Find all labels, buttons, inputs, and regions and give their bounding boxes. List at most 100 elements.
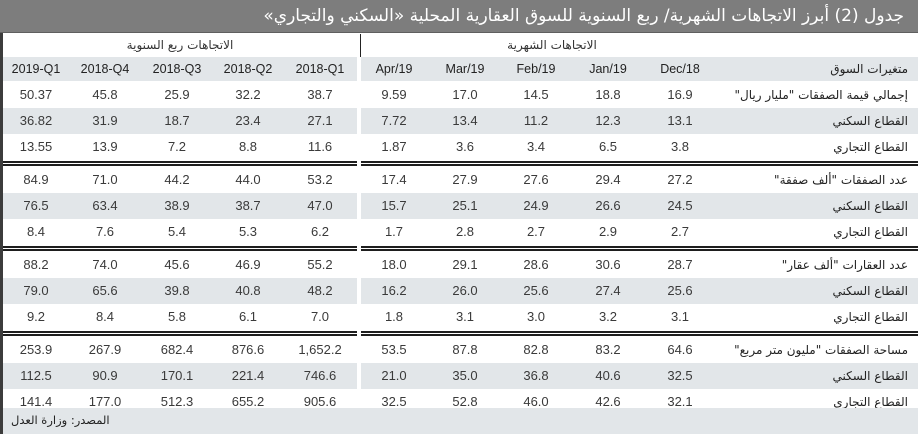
column-header-quarter: 2018-Q4: [80, 62, 130, 76]
column-header-label: متغيرات السوق: [830, 62, 908, 76]
cell-quarterly: 5.3: [238, 224, 258, 239]
cell-quarterly: 32.2: [235, 87, 261, 102]
cell-monthly: 13.1: [667, 113, 693, 128]
cell-quarterly: 39.8: [164, 283, 190, 298]
rule-line: [361, 249, 918, 251]
cell-quarterly: 8.8: [238, 139, 258, 154]
row-bg-monthly: [361, 278, 918, 304]
cell-monthly: 28.7: [667, 257, 693, 272]
row-label: مساحة الصفقات "مليون متر مربع": [734, 343, 908, 357]
column-header-month: Feb/19: [516, 62, 556, 76]
cell-quarterly: 112.5: [20, 368, 52, 383]
cell-quarterly: 55.2: [307, 257, 333, 272]
row-bg-quarterly: [3, 57, 357, 81]
cell-monthly: 35.0: [452, 368, 478, 383]
cell-quarterly: 1,652.2: [298, 342, 342, 357]
cell-monthly: 53.5: [381, 342, 407, 357]
group-divider: [360, 34, 361, 57]
table-title: جدول (2) أبرز الاتجاهات الشهرية/ ربع الس…: [0, 0, 918, 33]
cell-monthly: 42.6: [595, 394, 621, 409]
group-label-monthly: الاتجاهات الشهرية: [507, 38, 597, 52]
row-label: عدد العقارات "ألف عقار": [781, 258, 908, 272]
cell-monthly: 3.0: [526, 309, 546, 324]
cell-monthly: 27.4: [595, 283, 621, 298]
column-header-quarter: 2018-Q3: [152, 62, 202, 76]
cell-quarterly: 13.55: [19, 139, 53, 154]
cell-quarterly: 170.1: [160, 368, 194, 383]
rule-line: [3, 334, 357, 336]
cell-quarterly: 8.4: [26, 224, 46, 239]
cell-monthly: 17.4: [381, 172, 407, 187]
cell-quarterly: 74.0: [92, 257, 118, 272]
cell-monthly: 82.8: [523, 342, 549, 357]
cell-monthly: 26.0: [452, 283, 478, 298]
cell-quarterly: 79.0: [23, 283, 49, 298]
cell-monthly: 17.0: [452, 87, 478, 102]
cell-monthly: 27.9: [452, 172, 478, 187]
column-header-month: Apr/19: [375, 62, 413, 76]
cell-quarterly: 5.4: [167, 224, 187, 239]
table-row: 746.6 221.4 170.1 90.9 112.5 32.5 40.6 36.8 35.0…: [3, 363, 918, 389]
cell-monthly: 7.72: [381, 113, 407, 128]
cell-monthly: 40.6: [595, 368, 621, 383]
cell-monthly: 1.8: [384, 309, 404, 324]
cell-quarterly: 9.2: [26, 309, 46, 324]
cell-quarterly: 44.0: [235, 172, 261, 187]
cell-quarterly: 36.82: [19, 113, 53, 128]
cell-monthly: 3.1: [670, 309, 690, 324]
cell-monthly: 24.5: [667, 198, 693, 213]
column-header-quarter: 2019-Q1: [11, 62, 61, 76]
table-row: 27.1 23.4 18.7 31.9 36.82 13.1 12.3 11.2 13.4 7.7…: [3, 108, 918, 134]
cell-monthly: 28.6: [523, 257, 549, 272]
row-label: القطاع السكني: [832, 369, 908, 383]
cell-quarterly: 6.1: [238, 309, 258, 324]
cell-quarterly: 746.6: [303, 368, 337, 383]
cell-monthly: 3.8: [670, 139, 690, 154]
rule-line: [361, 161, 918, 163]
group-label-quarterly: الاتجاهات ربع السنوية: [126, 38, 234, 52]
cell-monthly: 30.6: [595, 257, 621, 272]
row-bg-quarterly: [3, 108, 357, 134]
row-label: إجمالي قيمة الصفقات "مليار ريال": [734, 88, 908, 102]
cell-quarterly: 221.4: [231, 368, 265, 383]
cell-quarterly: 6.2: [310, 224, 330, 239]
cell-quarterly: 38.7: [235, 198, 261, 213]
cell-quarterly: 38.7: [307, 87, 333, 102]
row-label: القطاع التجاري: [833, 395, 908, 409]
column-header-month: Dec/18: [660, 62, 700, 76]
row-bg-monthly: [361, 363, 918, 389]
cell-monthly: 52.8: [452, 394, 478, 409]
cell-monthly: 18.8: [595, 87, 621, 102]
cell-quarterly: 31.9: [92, 113, 118, 128]
cell-quarterly: 7.2: [167, 139, 187, 154]
column-header-row: 2018-Q1 2018-Q2 2018-Q3 2018-Q4 2019-Q1 Dec/1…: [3, 57, 918, 81]
cell-quarterly: 655.2: [231, 394, 265, 409]
cell-quarterly: 71.0: [92, 172, 118, 187]
cell-quarterly: 40.8: [235, 283, 261, 298]
cell-monthly: 27.6: [523, 172, 549, 187]
cell-monthly: 25.6: [523, 283, 549, 298]
cell-quarterly: 8.4: [95, 309, 115, 324]
cell-monthly: 32.5: [667, 368, 693, 383]
rule-line: [361, 164, 918, 166]
cell-monthly: 2.7: [670, 224, 690, 239]
rule-line: [361, 334, 918, 336]
cell-monthly: 36.8: [523, 368, 549, 383]
cell-quarterly: 27.1: [307, 113, 333, 128]
row-label: القطاع السكني: [832, 114, 908, 128]
cell-quarterly: 7.0: [310, 309, 330, 324]
cell-quarterly: 253.9: [19, 342, 53, 357]
row-bg-monthly: [361, 193, 918, 219]
table-row: 6.2 5.3 5.4 7.6 8.4 2.7 2.9 2.7 2.8 1.7 القطاع الت…: [3, 219, 918, 245]
cell-quarterly: 47.0: [307, 198, 333, 213]
cell-quarterly: 53.2: [307, 172, 333, 187]
cell-quarterly: 38.9: [164, 198, 190, 213]
column-header-quarter: 2018-Q2: [223, 62, 273, 76]
cell-monthly: 2.9: [598, 224, 618, 239]
rule-line: [3, 246, 357, 248]
cell-quarterly: 7.6: [95, 224, 115, 239]
cell-monthly: 2.7: [526, 224, 546, 239]
cell-monthly: 9.59: [381, 87, 407, 102]
cell-monthly: 24.9: [523, 198, 549, 213]
cell-quarterly: 45.8: [92, 87, 118, 102]
